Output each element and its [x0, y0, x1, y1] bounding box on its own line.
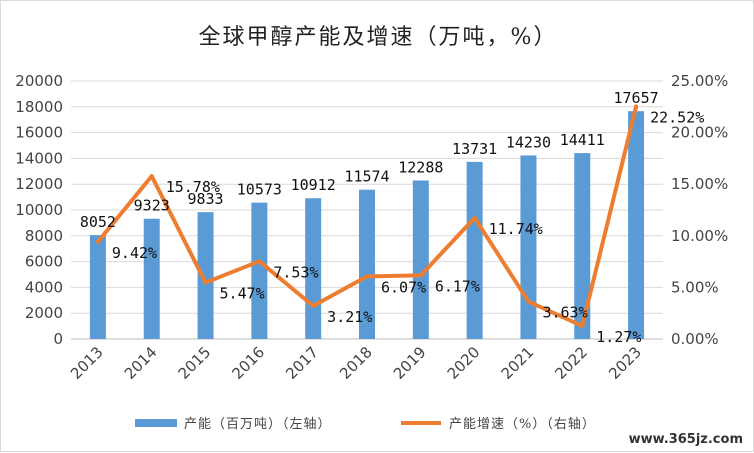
y-left-tick-label: 0	[53, 330, 63, 348]
y-left-tick-label: 4000	[25, 278, 63, 296]
bar	[412, 180, 429, 339]
line-data-label: 22.52%	[650, 109, 704, 127]
y-left-tick-label: 8000	[25, 227, 63, 245]
y-left-tick-label: 6000	[25, 253, 63, 271]
y-left-tick-label: 2000	[25, 304, 63, 322]
chart-title: 全球甲醇产能及增速（万吨，%）	[199, 25, 558, 50]
y-right-tick-label: 15.00%	[671, 175, 728, 193]
growth-point	[203, 280, 208, 285]
x-tick-label: 2022	[551, 343, 591, 383]
bar	[359, 189, 375, 339]
bar	[197, 212, 214, 339]
y-left-tick-label: 10000	[15, 201, 63, 219]
bar-data-label: 8052	[80, 213, 116, 231]
y-left-tick-label: 12000	[15, 175, 63, 193]
x-tick-label: 2017	[282, 343, 322, 383]
line-data-label: 6.17%	[435, 277, 480, 295]
x-tick-label: 2023	[605, 343, 645, 383]
line-data-label: 7.53%	[273, 263, 318, 281]
growth-point	[472, 215, 477, 220]
y-right-tick-label: 0.00%	[671, 330, 719, 348]
line-data-label: 3.63%	[542, 304, 587, 322]
bar	[466, 161, 483, 339]
line-data-label: 15.78%	[166, 178, 220, 196]
legend-line-label: 产能增速（%）（右轴）	[449, 417, 596, 432]
growth-point	[365, 274, 369, 279]
x-tick-label: 2018	[336, 343, 376, 383]
bar	[143, 218, 160, 339]
x-tick-label: 2021	[498, 343, 538, 383]
bar	[574, 153, 591, 339]
bar	[251, 202, 268, 339]
bar-data-label: 11574	[344, 168, 389, 186]
line-data-label: 3.21%	[327, 308, 372, 326]
line-data-label: 11.74%	[489, 220, 543, 238]
growth-point	[418, 273, 423, 278]
bar-data-label: 17657	[614, 89, 659, 107]
y-left-tick-label: 16000	[15, 124, 63, 142]
bar-data-label: 14411	[560, 131, 605, 149]
y-left-tick-label: 14000	[15, 149, 63, 167]
growth-point	[257, 259, 262, 264]
y-right-tick-label: 20.00%	[671, 124, 728, 142]
growth-point	[311, 303, 316, 308]
legend-bar-swatch	[135, 419, 177, 427]
bar	[520, 155, 537, 339]
bar-data-label: 9323	[134, 197, 170, 215]
y-right-tick-label: 10.00%	[671, 227, 728, 245]
growth-point	[634, 104, 639, 109]
growth-point	[95, 239, 100, 244]
bar-data-label: 10573	[237, 181, 282, 199]
line-data-label: 6.07%	[381, 278, 426, 296]
x-tick-label: 2014	[121, 343, 161, 383]
line-data-label: 9.42%	[112, 244, 157, 262]
bar-data-label: 10912	[291, 176, 336, 194]
y-right-tick-label: 25.00%	[671, 72, 728, 90]
y-right-tick-label: 5.00%	[671, 278, 719, 296]
x-tick-label: 2016	[228, 343, 268, 383]
growth-point	[526, 299, 531, 304]
x-tick-label: 2020	[444, 343, 484, 383]
x-tick-label: 2015	[175, 343, 215, 383]
bar-data-label: 12288	[398, 158, 443, 176]
growth-point	[580, 323, 585, 328]
bar	[89, 235, 106, 339]
bar	[628, 111, 645, 339]
bar-data-label: 13731	[452, 140, 497, 158]
bar-data-label: 14230	[506, 133, 551, 151]
growth-point	[149, 174, 154, 179]
line-data-label: 1.27%	[596, 328, 641, 346]
y-left-tick-label: 18000	[15, 98, 63, 116]
line-data-label: 5.47%	[220, 285, 265, 303]
y-left-tick-label: 20000	[15, 72, 63, 90]
x-tick-label: 2013	[67, 343, 107, 383]
legend-bar-label: 产能（百万吨）（左轴）	[184, 417, 332, 432]
x-tick-label: 2019	[390, 343, 430, 383]
bar-data-label: 9833	[187, 190, 223, 208]
